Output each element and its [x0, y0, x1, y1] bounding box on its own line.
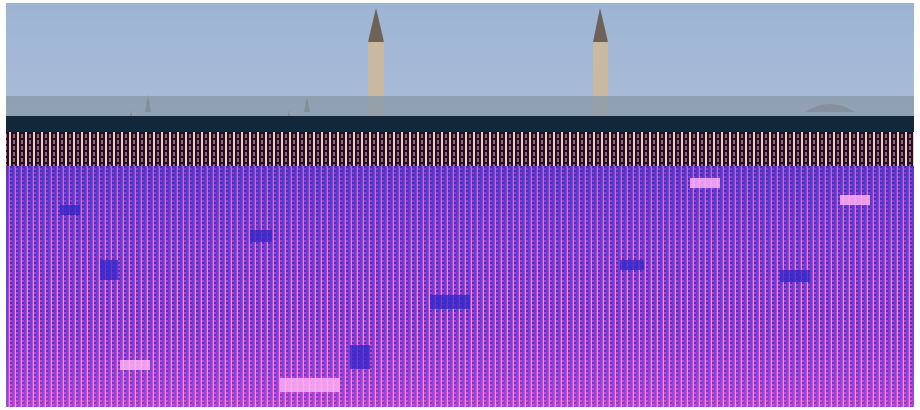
rooftops — [6, 132, 914, 166]
glitch-blocks — [60, 205, 810, 369]
block — [250, 230, 272, 242]
block — [120, 360, 150, 370]
block — [780, 270, 810, 282]
block — [350, 345, 370, 369]
minaret-cap — [368, 8, 384, 42]
haze-band — [6, 96, 914, 116]
block — [100, 260, 118, 280]
glitch-highlights — [120, 178, 870, 392]
glitch-tint — [6, 166, 914, 407]
block — [620, 260, 644, 270]
minaret-cap — [593, 8, 608, 42]
block — [840, 195, 870, 205]
photo-frame — [6, 3, 914, 407]
block — [60, 205, 80, 215]
block — [430, 295, 470, 309]
block — [280, 378, 340, 392]
block — [690, 178, 720, 188]
